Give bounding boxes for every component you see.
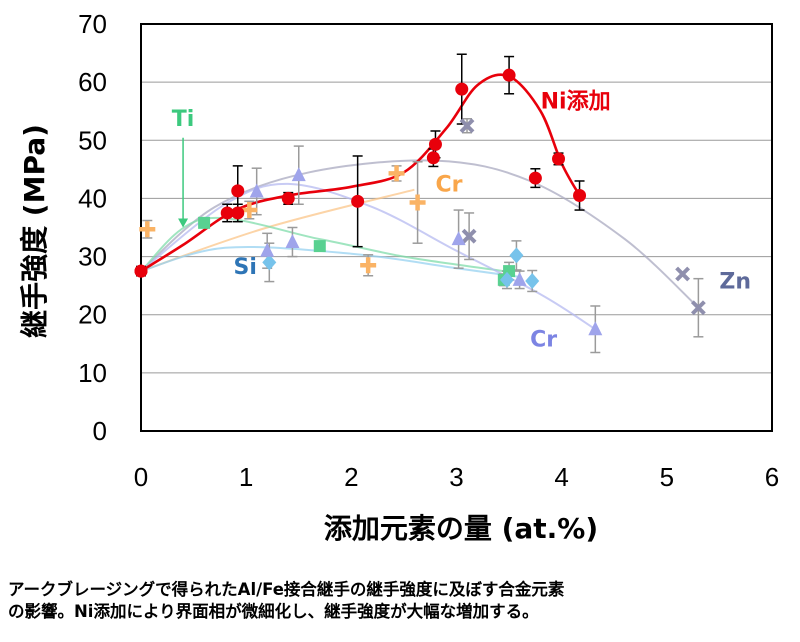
data-point-crpurple bbox=[249, 183, 264, 198]
data-point-ti bbox=[313, 240, 326, 253]
data-point-crpurple bbox=[451, 231, 466, 246]
data-point-crpurple bbox=[512, 271, 527, 286]
plot-frame bbox=[140, 23, 773, 432]
data-point-zn bbox=[461, 228, 477, 244]
fit-curve-ni bbox=[140, 73, 581, 273]
data-point-crorange bbox=[360, 257, 377, 274]
data-point-ni bbox=[552, 152, 566, 166]
data-point-ni bbox=[573, 189, 587, 203]
data-point-ni bbox=[231, 206, 245, 220]
data-point-crorange bbox=[388, 165, 405, 182]
x-tick-label: 4 bbox=[554, 462, 568, 492]
x-tick-label: 0 bbox=[134, 462, 148, 492]
data-point-si bbox=[499, 271, 514, 288]
y-tick-label: 30 bbox=[78, 242, 107, 272]
y-tick-label: 20 bbox=[78, 300, 107, 330]
y-tick-label: 60 bbox=[78, 67, 107, 97]
data-point-ni bbox=[220, 206, 234, 220]
series-label: Si bbox=[234, 255, 257, 280]
data-markers bbox=[134, 68, 706, 336]
data-point-zn bbox=[690, 300, 706, 316]
fit-curve-ti bbox=[140, 216, 504, 273]
data-point-ni bbox=[428, 137, 442, 151]
x-tick-label: 1 bbox=[239, 462, 253, 492]
data-point-crpurple bbox=[291, 167, 306, 182]
y-tick-label: 70 bbox=[78, 9, 107, 39]
x-axis-title: 添加元素の量 (at.%) bbox=[324, 512, 598, 545]
y-tick-label: 10 bbox=[78, 358, 107, 388]
figure-caption: アークブレージングで得られたAl/Fe接合継手の継手強度に及ぼす合金元素 の影響… bbox=[8, 579, 792, 623]
series-label: Ti bbox=[172, 107, 195, 132]
data-point-origin bbox=[134, 264, 148, 278]
ti-arrow-head bbox=[178, 218, 189, 228]
data-point-crpurple bbox=[588, 321, 603, 336]
data-point-ni bbox=[426, 151, 440, 165]
x-tick-label: 6 bbox=[765, 462, 779, 492]
series-label: Zn bbox=[719, 270, 751, 295]
data-point-ni bbox=[502, 68, 516, 82]
data-point-crpurple bbox=[285, 234, 300, 249]
x-tick-label: 2 bbox=[344, 462, 358, 492]
x-tick-label: 3 bbox=[449, 462, 463, 492]
x-tick-label: 5 bbox=[660, 462, 674, 492]
y-axis-title: 継手強度 (MPa) bbox=[18, 124, 51, 338]
fit-curve-crorange bbox=[140, 188, 415, 273]
tick-labels: 0 10 20 30 40 50 60 70 0 1 2 3 4 5 6 bbox=[78, 9, 779, 492]
y-tick-label: 0 bbox=[93, 416, 107, 446]
data-point-si bbox=[525, 272, 540, 289]
data-point-ni bbox=[231, 184, 245, 198]
caption-line-2: の影響。Ni添加により界面相が微細化し、継手強度が大幅な増加する。 bbox=[8, 602, 539, 621]
series-label: Cr bbox=[435, 172, 462, 197]
data-point-ni bbox=[351, 194, 365, 208]
data-point-crpurple bbox=[260, 242, 275, 257]
data-point-crorange bbox=[241, 202, 258, 219]
y-tick-label: 40 bbox=[78, 183, 107, 213]
data-point-ti bbox=[198, 216, 211, 229]
y-tick-label: 50 bbox=[78, 125, 107, 155]
data-point-zn bbox=[459, 118, 475, 134]
gridlines bbox=[140, 23, 773, 432]
data-point-ni bbox=[281, 191, 295, 205]
fit-curve-si bbox=[140, 245, 520, 278]
fit-curve-zn bbox=[140, 159, 700, 309]
data-point-ni bbox=[455, 82, 469, 96]
series-label: Cr bbox=[530, 328, 557, 353]
data-point-crorange bbox=[409, 194, 426, 211]
data-point-crorange bbox=[139, 221, 156, 238]
series-annotations: Ti Si Cr Ni添加 Zn Cr bbox=[172, 89, 751, 352]
caption-line-1: アークブレージングで得られたAl/Fe接合継手の継手強度に及ぼす合金元素 bbox=[8, 580, 565, 599]
data-point-zn bbox=[675, 266, 691, 282]
series-label: Ni添加 bbox=[541, 89, 611, 114]
data-point-si bbox=[509, 247, 524, 264]
fit-curve-crpurple bbox=[140, 182, 596, 331]
data-point-ni bbox=[528, 171, 542, 185]
data-point-si bbox=[262, 254, 277, 271]
